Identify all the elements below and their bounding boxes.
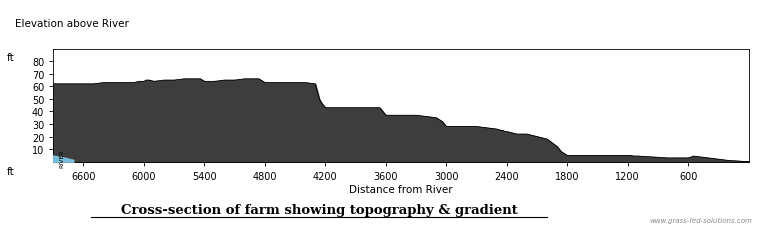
Text: ft: ft <box>7 166 15 176</box>
Text: www.grass-fed-solutions.com: www.grass-fed-solutions.com <box>650 217 752 223</box>
X-axis label: Distance from River: Distance from River <box>349 184 453 194</box>
Text: RIVER: RIVER <box>60 149 65 167</box>
Text: Cross-section of farm showing topography & gradient: Cross-section of farm showing topography… <box>121 203 518 216</box>
Text: Elevation above River: Elevation above River <box>15 19 129 29</box>
Text: ft: ft <box>7 53 15 63</box>
